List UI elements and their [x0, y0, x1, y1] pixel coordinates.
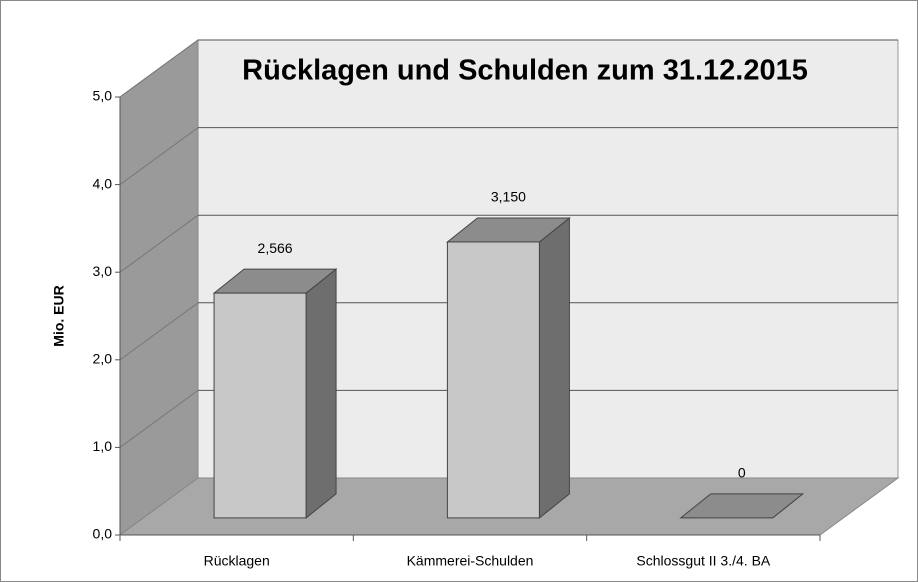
grid-line [119, 389, 199, 448]
grid-line [119, 127, 199, 186]
chart-title: Rücklagen und Schulden zum 31.12.2015 [242, 55, 808, 87]
x-tick-label: Kämmerei-Schulden [407, 553, 534, 569]
grid-line [119, 302, 199, 361]
y-tick-label: 4,0 [93, 175, 113, 191]
side-wall [119, 39, 199, 536]
data-label: 3,150 [491, 189, 526, 205]
bar-side [305, 268, 337, 519]
data-label: 0 [738, 465, 746, 481]
y-tick-label: 0,0 [93, 526, 113, 542]
bar-side [538, 216, 570, 519]
y-tick-label: 3,0 [93, 263, 113, 279]
x-tick-label: Rücklagen [204, 553, 270, 569]
data-label: 2,566 [258, 240, 293, 256]
grid-line [119, 39, 199, 98]
bar [213, 292, 307, 519]
x-tick-label: Schlossgut II 3./4. BA [636, 553, 771, 569]
y-axis-label: Mio. EUR [51, 285, 67, 346]
y-tick-label: 1,0 [93, 438, 113, 454]
bar [446, 241, 540, 519]
grid-line [119, 214, 199, 273]
bar-top [679, 493, 805, 519]
y-tick-label: 5,0 [93, 88, 113, 104]
y-tick-label: 2,0 [93, 351, 113, 367]
